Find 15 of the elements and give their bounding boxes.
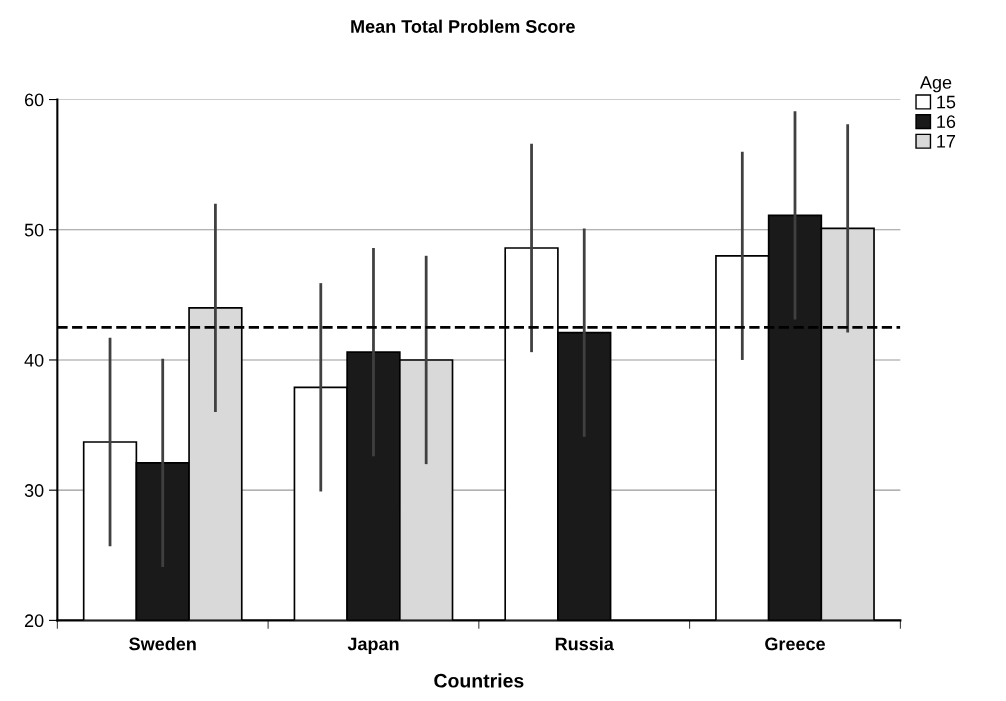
legend-title: Age — [919, 76, 952, 93]
x-tick-label: Greece — [765, 637, 825, 651]
x-tick-label: Sweden — [129, 637, 196, 651]
x-axis-title: Countries — [434, 673, 524, 688]
y-tick-label: 60 — [24, 93, 44, 107]
y-tick-label: 30 — [24, 484, 44, 497]
legend-label: 15 — [937, 95, 956, 109]
x-tick-label: Russia — [555, 637, 614, 651]
legend-label: 16 — [937, 115, 956, 129]
y-tick-label: 20 — [24, 614, 44, 628]
y-tick-label: 50 — [24, 223, 44, 237]
x-tick-label: Japan — [347, 637, 399, 654]
y-tick-label: 40 — [24, 353, 44, 367]
legend-label: 17 — [937, 135, 956, 148]
chart-title: Mean Total Problem Score — [351, 19, 575, 33]
